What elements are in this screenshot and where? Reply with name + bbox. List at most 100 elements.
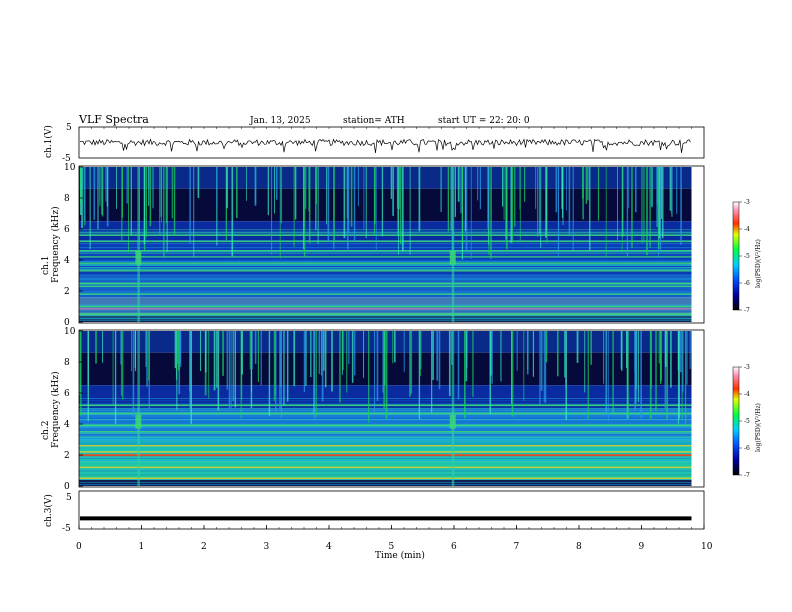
sferic-streak xyxy=(669,167,672,211)
sferic-streak xyxy=(658,167,661,239)
sferic-streak xyxy=(317,167,319,244)
emission-streak xyxy=(137,167,140,322)
sferic-streak xyxy=(403,331,405,372)
sferic-streak xyxy=(649,331,652,420)
spectrogram-line xyxy=(79,484,692,486)
sferic-streak xyxy=(346,167,349,250)
sferic-streak xyxy=(375,167,377,252)
spectrogram-line xyxy=(79,460,692,462)
sferic-streak xyxy=(682,331,684,393)
sferic-streak xyxy=(447,167,450,232)
sferic-streak xyxy=(84,167,86,226)
sferic-streak xyxy=(524,167,526,202)
sferic-streak xyxy=(114,331,117,424)
sferic-streak xyxy=(585,167,588,204)
sferic-streak xyxy=(302,167,305,250)
sferic-streak xyxy=(536,167,538,237)
sferic-streak xyxy=(566,167,567,211)
ch1-colorbar-ramp xyxy=(732,201,740,311)
sferic-streak xyxy=(159,167,161,236)
ch1-spectrogram-panel: 0 2 4 6 8 10 ch.1 Frequency (kHz) -3 -4 -5 -6 -7 … xyxy=(41,163,762,328)
spectrogram-line xyxy=(79,438,692,440)
colorbar-tick-label: -5 xyxy=(744,418,750,425)
spectrogram-line xyxy=(79,418,692,420)
sferic-streak xyxy=(216,331,218,388)
spectrogram-line xyxy=(79,437,692,438)
sferic-streak xyxy=(231,167,234,257)
sferic-streak xyxy=(271,167,273,255)
sferic-streak xyxy=(102,331,104,363)
sferic-streak xyxy=(179,331,182,367)
sferic-streak xyxy=(665,331,667,368)
spectrogram-line xyxy=(79,229,692,231)
spectrogram-line xyxy=(79,259,692,261)
sferic-streak xyxy=(658,331,660,364)
sferic-streak xyxy=(106,167,108,207)
sferic-streak xyxy=(374,167,376,224)
sferic-streak xyxy=(126,167,128,204)
sferic-streak xyxy=(438,331,441,390)
sferic-streak xyxy=(246,167,247,201)
sferic-streak xyxy=(555,167,558,213)
spectrogram-bright-band xyxy=(79,424,692,427)
spectrogram-line xyxy=(79,291,692,293)
sferic-streak xyxy=(655,331,657,411)
sferic-streak xyxy=(410,331,413,394)
sferic-streak xyxy=(590,331,592,365)
sferic-streak xyxy=(664,331,667,410)
sferic-streak xyxy=(628,167,630,209)
spectrogram-line xyxy=(79,397,692,399)
sferic-streak xyxy=(460,167,462,214)
sferic-streak xyxy=(235,167,238,219)
sferic-streak xyxy=(686,331,688,385)
spectrogram-line xyxy=(79,440,692,442)
emission-streak xyxy=(137,331,140,486)
sferic-streak xyxy=(689,331,691,370)
sferic-streak xyxy=(503,167,505,221)
sferic-streak xyxy=(95,331,97,364)
sferic-streak xyxy=(589,167,591,250)
spectrogram-line xyxy=(79,242,692,244)
spectrogram-line xyxy=(79,252,692,254)
spectrogram-bright-band xyxy=(79,256,692,258)
spectrogram-line xyxy=(79,441,692,443)
spectrogram-bright-band xyxy=(79,270,692,272)
sferic-streak xyxy=(685,331,687,424)
ch3-waveform-ylabel: ch.3(V) xyxy=(43,494,54,527)
spectrogram-line xyxy=(79,419,692,420)
sferic-streak xyxy=(189,167,191,244)
sferic-streak xyxy=(87,331,89,422)
freq-tick-label: 0 xyxy=(64,482,70,492)
sferic-streak xyxy=(368,331,370,423)
sferic-streak xyxy=(464,331,466,419)
sferic-streak xyxy=(626,167,629,258)
sferic-streak xyxy=(177,331,179,365)
sferic-streak xyxy=(432,331,434,380)
sferic-streak xyxy=(394,331,396,363)
sferic-streak xyxy=(556,331,559,377)
sferic-streak xyxy=(659,167,662,253)
sferic-streak xyxy=(323,331,325,371)
sferic-streak xyxy=(649,167,651,248)
spectrogram-line xyxy=(79,251,692,253)
ch1-spectrogram-frame xyxy=(78,165,705,324)
sferic-streak xyxy=(260,331,262,386)
ch2-ylabel-line1: ch.2 xyxy=(41,421,51,440)
sferic-streak xyxy=(232,331,234,402)
ch3-ytick-bottom: -5 xyxy=(62,524,71,534)
ch1-colorbar-ticks: -3 -4 -5 -6 -7 xyxy=(739,199,750,314)
spectrogram-line xyxy=(79,417,692,419)
sferic-streak xyxy=(381,167,384,237)
spectrogram-line xyxy=(79,469,692,471)
sferic-streak xyxy=(276,167,278,200)
freq-tick-label: 10 xyxy=(64,163,76,173)
spectrogram-bright-band xyxy=(79,477,692,479)
time-tick-label: 9 xyxy=(639,542,645,552)
sferic-streak xyxy=(286,331,289,402)
sferic-streak xyxy=(241,331,243,375)
sferic-streak xyxy=(436,331,439,381)
sferic-streak xyxy=(626,331,628,369)
sferic-streak xyxy=(148,331,150,381)
sferic-streak xyxy=(511,331,514,417)
sferic-streak xyxy=(134,331,137,372)
